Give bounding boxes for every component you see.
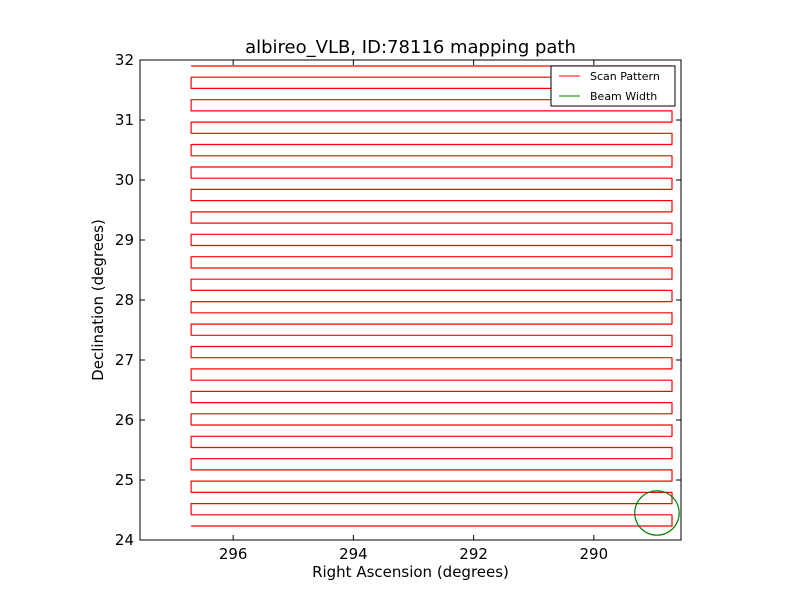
y-tick-label: 24 — [115, 531, 134, 549]
legend-box — [550, 65, 676, 107]
series-layer — [190, 65, 680, 536]
x-tick-label: 290 — [580, 545, 609, 563]
y-tick-label: 32 — [115, 51, 134, 69]
legend: Scan Pattern Beam Width — [550, 65, 676, 107]
y-tick-label: 29 — [115, 231, 134, 249]
x-tick-label: 292 — [459, 545, 488, 563]
y-axis-label: Declination (degrees) — [89, 219, 107, 381]
y-tick-label: 25 — [115, 471, 134, 489]
ticks-layer: 296 294 292 290 24 25 26 27 28 29 30 31 32 — [115, 51, 681, 563]
y-tick-label: 26 — [115, 411, 134, 429]
y-tick-label: 30 — [115, 171, 134, 189]
legend-label-scan-pattern: Scan Pattern — [590, 70, 660, 83]
y-tick-label: 31 — [115, 111, 134, 129]
x-tick-label: 294 — [339, 545, 368, 563]
chart-title: albireo_VLB, ID:78116 mapping path — [245, 37, 576, 58]
x-axis-label: Right Ascension (degrees) — [312, 563, 509, 581]
legend-label-beam-width: Beam Width — [590, 90, 657, 103]
y-tick-label: 27 — [115, 351, 134, 369]
y-tick-label: 28 — [115, 291, 134, 309]
beam-width-circle — [634, 490, 680, 536]
x-tick-label: 296 — [219, 545, 248, 563]
scan-pattern-line — [190, 65, 673, 527]
